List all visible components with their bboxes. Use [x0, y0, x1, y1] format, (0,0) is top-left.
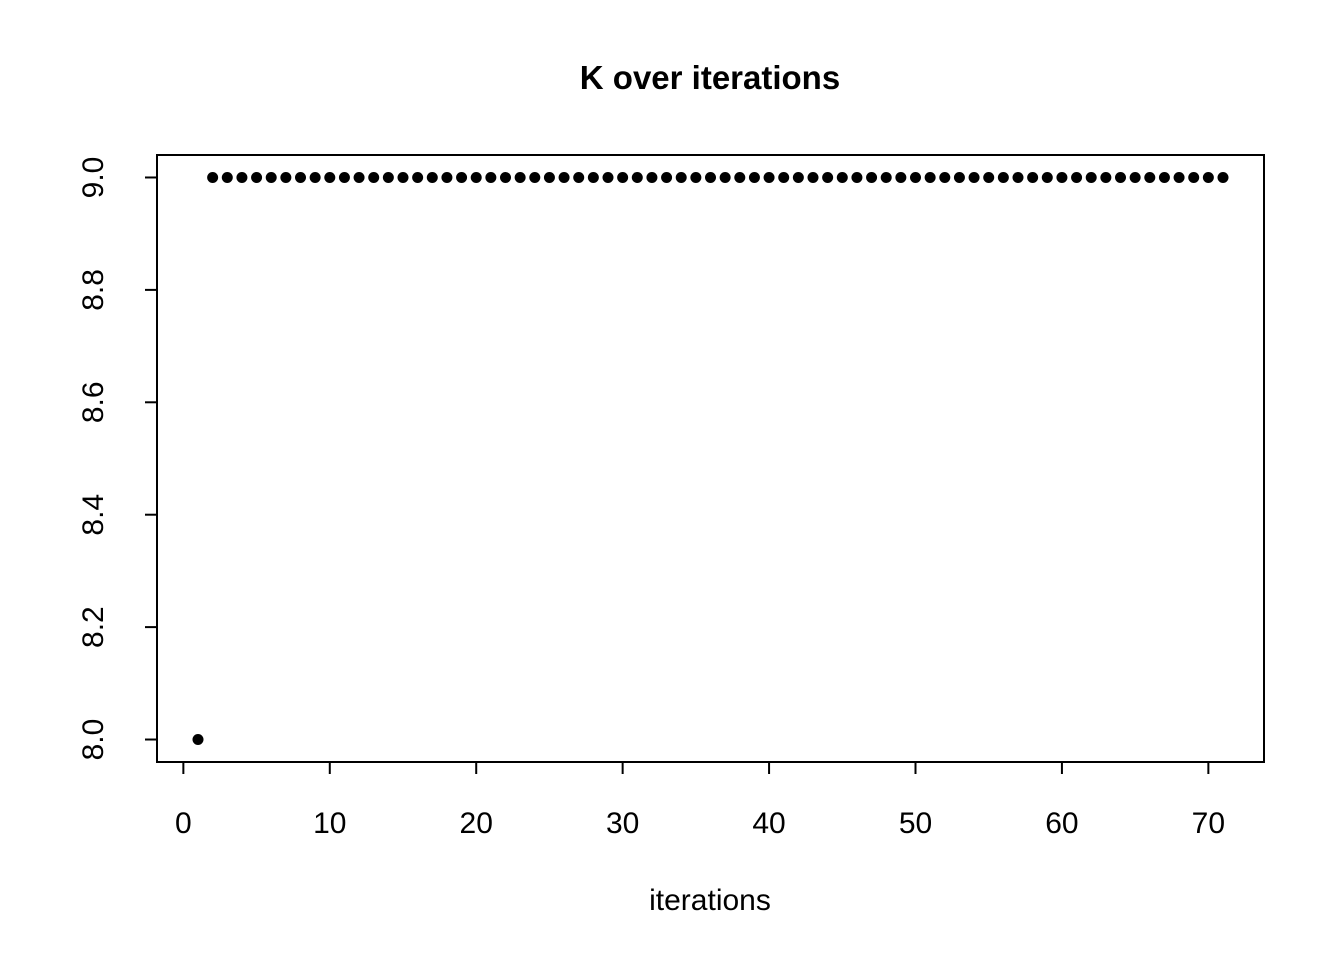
data-point: [1012, 171, 1024, 183]
data-point: [353, 171, 365, 183]
data-point: [324, 171, 336, 183]
data-point: [1071, 171, 1083, 183]
data-point: [631, 171, 643, 183]
data-point: [792, 171, 804, 183]
data-point: [456, 171, 468, 183]
y-tick-label: 9.0: [77, 157, 110, 199]
data-point: [412, 171, 424, 183]
data-point: [426, 171, 438, 183]
x-tick-label: 50: [899, 807, 932, 840]
data-point: [719, 171, 731, 183]
data-point: [280, 171, 292, 183]
x-tick-label: 40: [752, 807, 785, 840]
y-tick-label: 8.2: [77, 606, 110, 648]
data-point: [295, 171, 306, 183]
data-point: [734, 171, 746, 183]
data-point: [1129, 171, 1141, 183]
data-point: [866, 171, 878, 183]
plot-box: [156, 154, 1265, 763]
data-point: [778, 171, 790, 183]
data-point: [1217, 171, 1229, 183]
y-axis: 8.0 8.2 8.4 8.6 8.8 9.0: [77, 157, 157, 761]
data-point: [1202, 171, 1214, 183]
data-point: [617, 171, 629, 183]
data-point: [1144, 171, 1156, 183]
data-point: [338, 171, 350, 183]
data-point: [265, 171, 277, 183]
data-point: [207, 171, 219, 183]
data-point: [705, 171, 716, 183]
data-point: [895, 171, 907, 183]
data-point: [807, 171, 819, 183]
data-point: [748, 171, 760, 183]
data-point: [543, 171, 555, 183]
data-point: [646, 171, 658, 183]
data-point: [997, 171, 1009, 183]
data-point: [1085, 171, 1097, 183]
data-point: [763, 171, 775, 183]
data-point: [573, 171, 585, 183]
data-point: [675, 171, 687, 183]
data-point: [1115, 171, 1126, 183]
x-tick-label: 20: [460, 807, 493, 840]
x-tick-label: 60: [1045, 807, 1078, 840]
data-point: [368, 171, 380, 183]
chart-title: K over iterations: [580, 59, 840, 96]
data-point: [470, 171, 482, 183]
data-point: [661, 171, 673, 183]
y-tick-label: 8.6: [77, 381, 110, 423]
plot-frame: [156, 154, 1265, 763]
data-point: [1041, 171, 1053, 183]
x-axis-label: iterations: [649, 884, 771, 917]
data-point: [529, 171, 541, 183]
data-point: [1027, 171, 1039, 183]
data-point: [1100, 171, 1112, 183]
data-point: [251, 171, 263, 183]
data-point: [690, 171, 702, 183]
data-point: [397, 171, 409, 183]
data-point: [953, 171, 965, 183]
data-point: [602, 171, 614, 183]
x-tick-label: 0: [175, 807, 192, 840]
data-point: [558, 171, 570, 183]
y-tick-label: 8.8: [77, 269, 110, 311]
data-point: [880, 171, 892, 183]
data-point: [822, 171, 834, 183]
data-point: [236, 171, 248, 183]
data-points: [192, 171, 1229, 746]
y-tick-label: 8.0: [77, 719, 110, 761]
data-point: [910, 171, 921, 183]
data-point: [1158, 171, 1170, 183]
data-point: [514, 171, 526, 183]
data-point: [485, 171, 497, 183]
data-point: [441, 171, 453, 183]
x-tick-label: 30: [606, 807, 639, 840]
data-point: [851, 171, 863, 183]
data-point: [382, 171, 394, 183]
data-point: [192, 734, 204, 746]
data-point: [924, 171, 936, 183]
data-point: [983, 171, 995, 183]
x-tick-label: 70: [1192, 807, 1225, 840]
x-tick-label: 10: [313, 807, 346, 840]
y-tick-label: 8.4: [77, 494, 110, 536]
data-point: [587, 171, 599, 183]
data-point: [1173, 171, 1185, 183]
data-point: [1188, 171, 1200, 183]
x-axis: 0 10 20 30 40 50 60 70: [175, 762, 1225, 840]
data-point: [968, 171, 980, 183]
data-point: [309, 171, 321, 183]
data-point: [939, 171, 951, 183]
data-point: [221, 171, 233, 183]
data-point: [500, 171, 511, 183]
data-point: [836, 171, 848, 183]
data-point: [1056, 171, 1068, 183]
